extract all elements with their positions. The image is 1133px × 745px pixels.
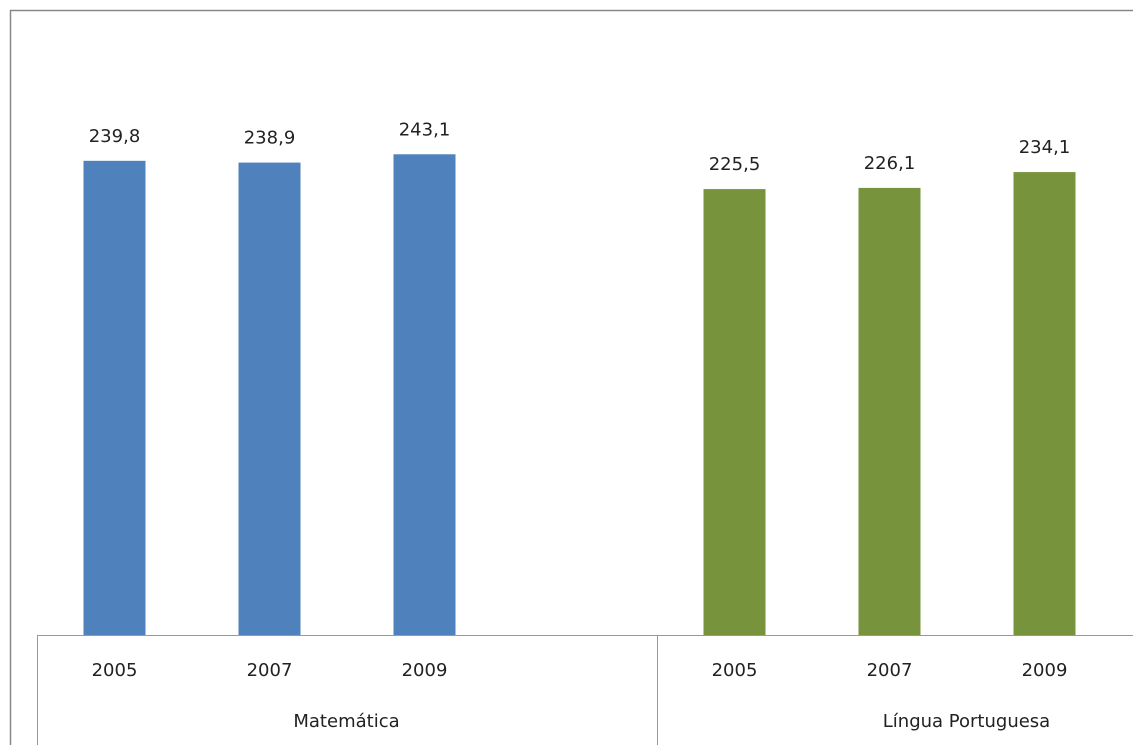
bar xyxy=(703,189,766,636)
x-tick-label: 2007 xyxy=(867,660,913,681)
value-label: 239,8 xyxy=(89,126,141,147)
value-label: 226,1 xyxy=(864,153,916,174)
x-tick-label: 2005 xyxy=(712,660,758,681)
bar xyxy=(858,187,921,635)
value-label: 238,9 xyxy=(244,128,296,149)
x-tick-label: 2009 xyxy=(402,660,448,681)
bar xyxy=(1013,172,1076,636)
x-tick-label: 2009 xyxy=(1022,660,1068,681)
x-tick-label: 2007 xyxy=(247,660,293,681)
x-tick-label: 2005 xyxy=(92,660,138,681)
group-label: Língua Portuguesa xyxy=(883,711,1050,732)
bar xyxy=(83,160,146,636)
value-label: 243,1 xyxy=(399,119,451,140)
value-label: 234,1 xyxy=(1019,137,1071,158)
bar xyxy=(393,154,456,635)
group-label: Matemática xyxy=(293,711,399,732)
value-label: 225,5 xyxy=(709,154,761,175)
bar xyxy=(238,162,301,635)
